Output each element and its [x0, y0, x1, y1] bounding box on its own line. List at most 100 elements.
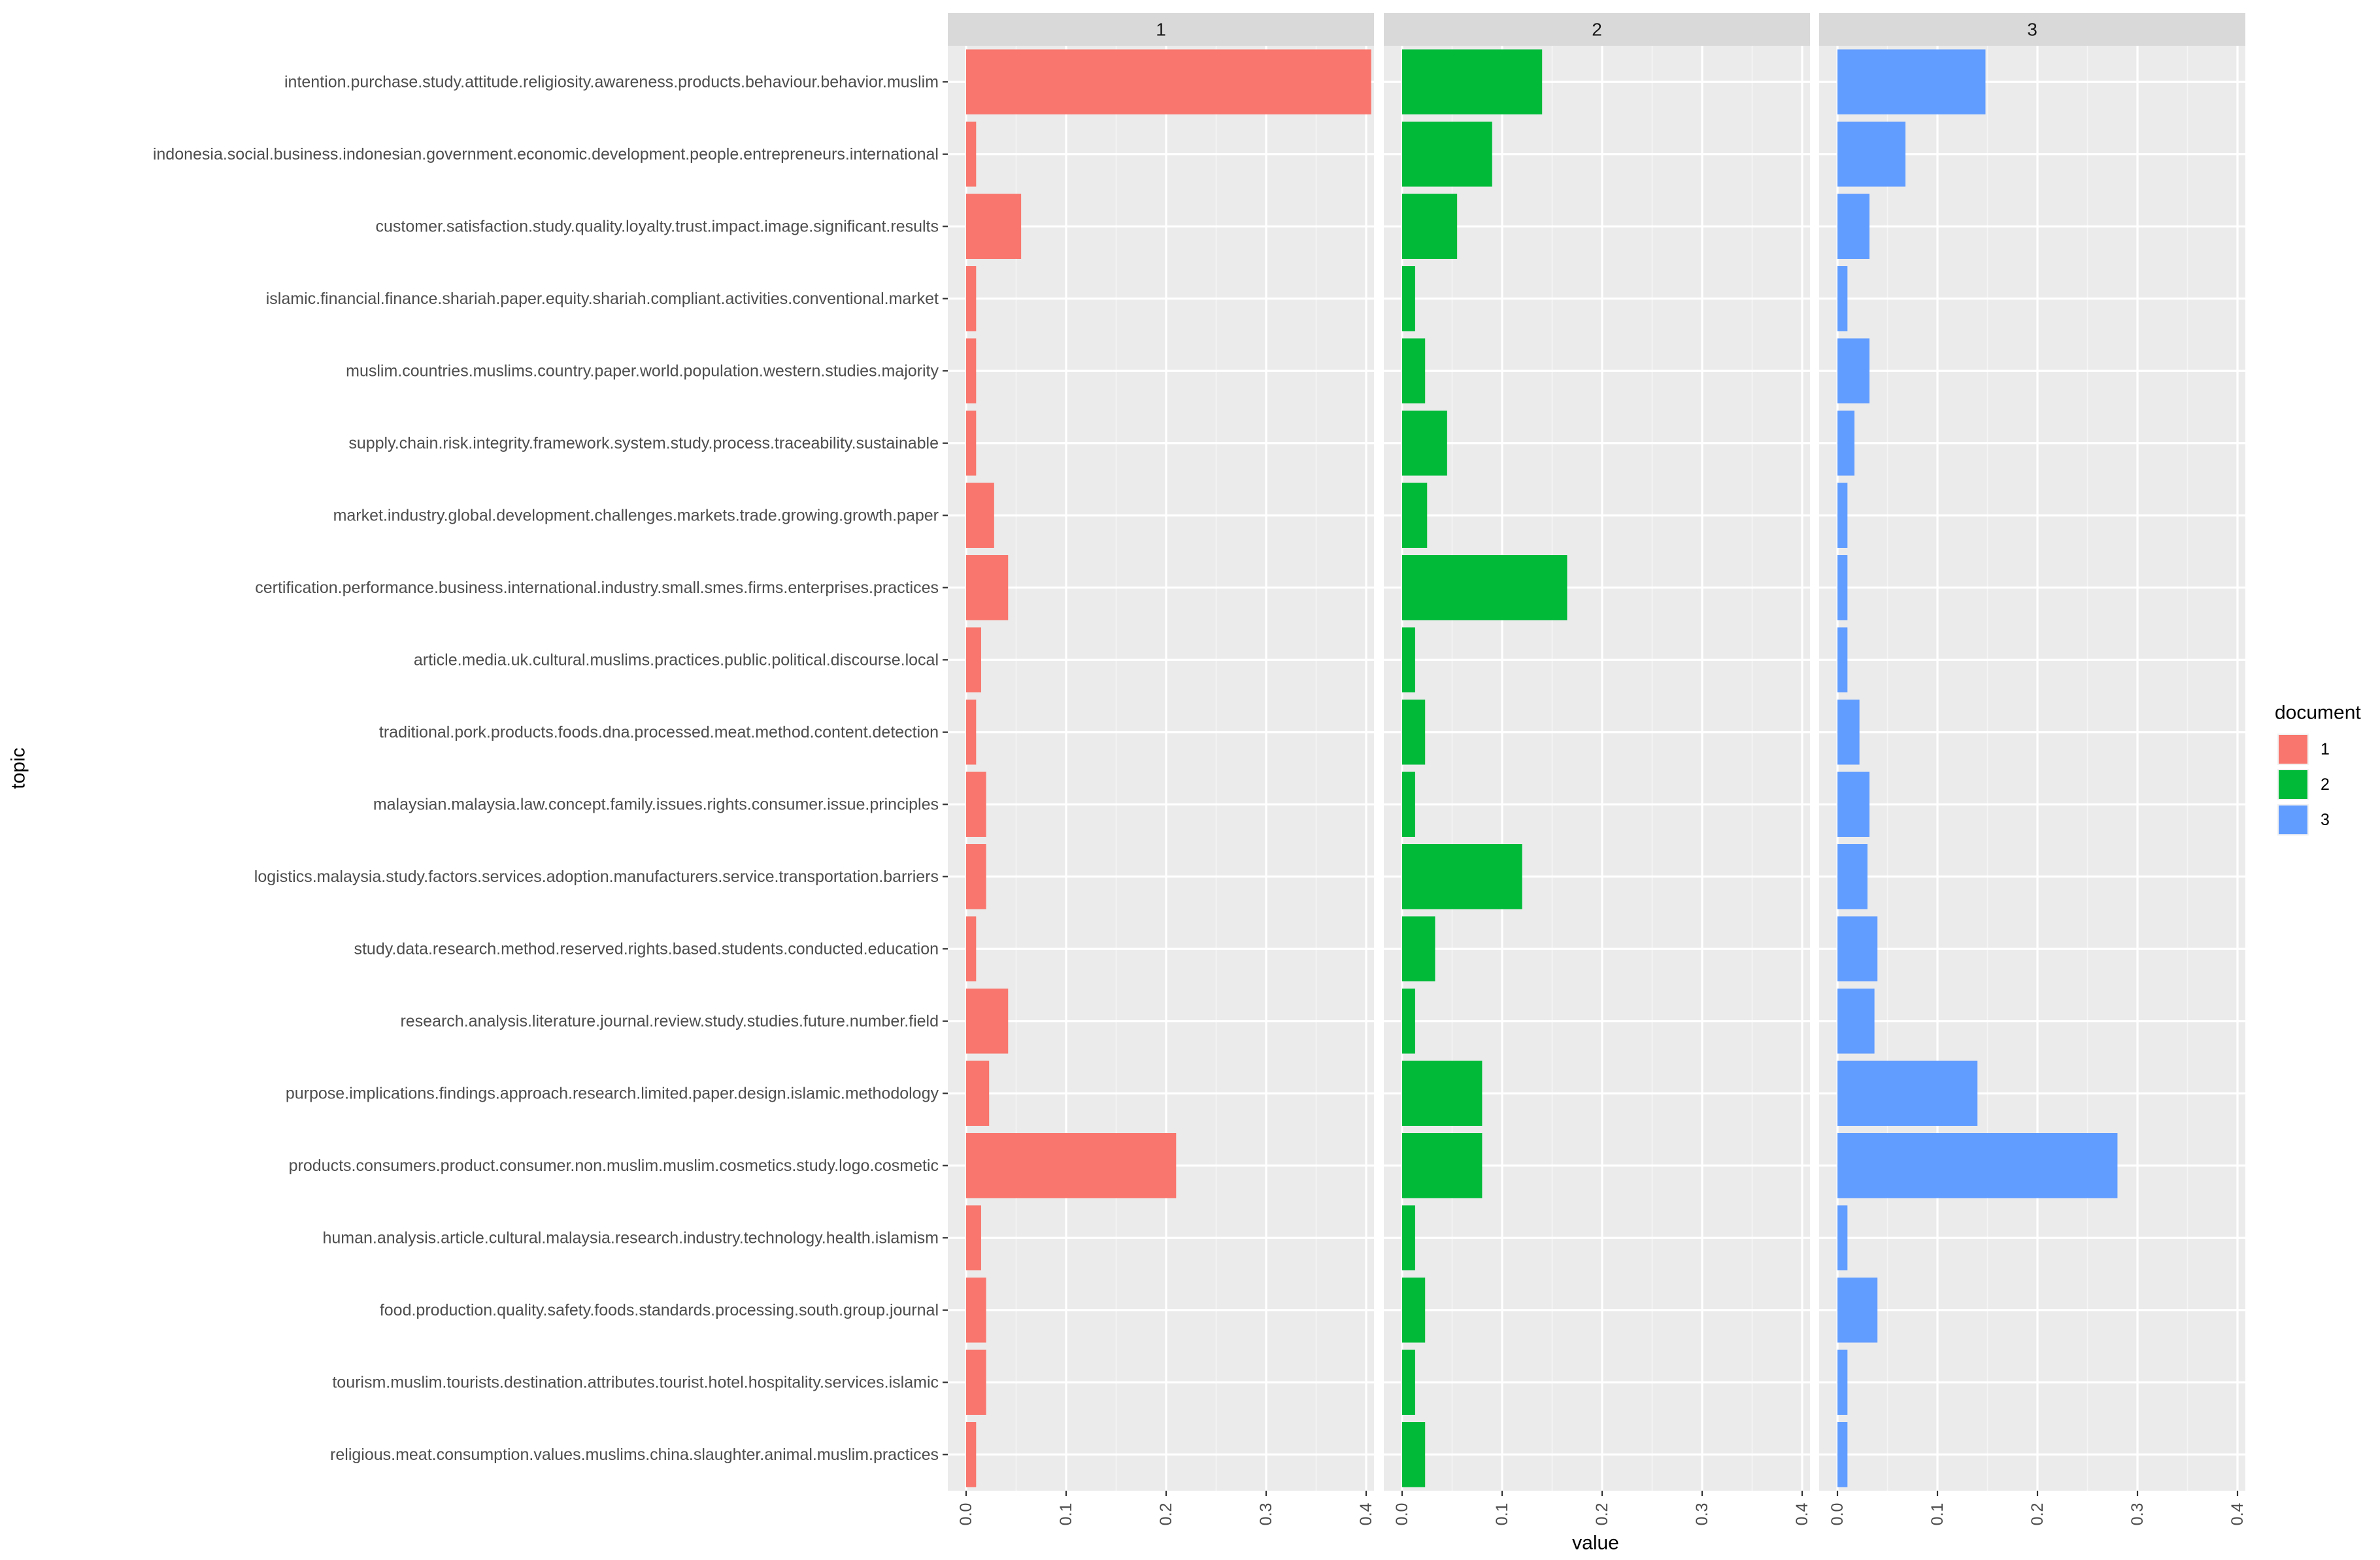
x-tick-label: 0.2	[2028, 1503, 2047, 1526]
y-axis-title: topic	[8, 747, 29, 788]
x-tick-label: 0.4	[1357, 1503, 1375, 1526]
topic-label: human.analysis.article.cultural.malaysia…	[322, 1229, 939, 1247]
bar	[1402, 1060, 1483, 1126]
bar	[966, 338, 977, 403]
legend: document 1 2 3	[2275, 702, 2361, 836]
facet-panel-3: 3 0.0 0.1 0.2 0.3 0.4	[1819, 13, 2247, 1525]
x-axis-title: value	[1572, 1533, 1619, 1554]
bar	[1837, 194, 1869, 259]
facet-strip-3	[1819, 13, 2245, 46]
topic-label: study.data.research.method.reserved.righ…	[354, 940, 939, 958]
panel-background	[948, 46, 1374, 1491]
bar	[1837, 266, 1848, 331]
legend-label: 3	[2321, 811, 2330, 829]
bar	[1837, 49, 1986, 114]
bar	[966, 1349, 986, 1415]
x-tick-label: 0.3	[1257, 1503, 1275, 1526]
bar	[1837, 916, 1878, 981]
topic-label: tourism.muslim.tourists.destination.attr…	[332, 1373, 939, 1391]
bar	[1402, 700, 1426, 765]
bar	[1837, 772, 1869, 837]
legend-label: 1	[2321, 740, 2330, 758]
bar	[1402, 1205, 1415, 1270]
topic-label: products.consumers.product.consumer.non.…	[289, 1157, 939, 1175]
topic-label: market.industry.global.development.chall…	[333, 506, 939, 524]
topic-label: religious.meat.consumption.values.muslim…	[330, 1446, 939, 1464]
topic-label: islamic.financial.finance.shariah.paper.…	[266, 290, 939, 308]
bar	[966, 266, 977, 331]
x-tick-label: 0.2	[1157, 1503, 1175, 1526]
x-tick-label: 0.1	[1057, 1503, 1075, 1526]
topic-label: intention.purchase.study.attitude.religi…	[284, 73, 939, 91]
bar	[1837, 1205, 1848, 1270]
bar	[966, 194, 1022, 259]
bar	[966, 989, 1009, 1054]
topic-label: indonesia.social.business.indonesian.gov…	[153, 145, 939, 163]
bar	[1402, 844, 1522, 909]
topic-label: certification.performance.business.inter…	[255, 579, 939, 597]
bar	[966, 49, 1371, 114]
bar	[1402, 411, 1447, 476]
topic-label: malaysian.malaysia.law.concept.family.is…	[373, 795, 939, 813]
bar	[1402, 916, 1435, 981]
x-tick-label: 0.1	[1493, 1503, 1511, 1526]
bar	[1402, 266, 1415, 331]
bar	[1402, 989, 1415, 1054]
bar	[1402, 627, 1415, 692]
topic-label: food.production.quality.safety.foods.sta…	[380, 1301, 939, 1319]
bar	[966, 555, 1009, 620]
facet-strip-label-3: 3	[2027, 20, 2037, 40]
topic-tick-labels: intention.purchase.study.attitude.religi…	[153, 73, 948, 1464]
bar	[1402, 194, 1458, 259]
bar	[966, 1278, 986, 1343]
facet-strip-label-1: 1	[1156, 20, 1166, 40]
bar	[966, 627, 981, 692]
facet-strip-2	[1384, 13, 1810, 46]
bar	[966, 1422, 977, 1487]
x-tick-label: 0.3	[2128, 1503, 2147, 1526]
bar	[966, 916, 977, 981]
topic-label: customer.satisfaction.study.quality.loya…	[376, 217, 939, 235]
facet-strip-1	[948, 13, 1374, 46]
bar	[1837, 1060, 1978, 1126]
bar	[1402, 483, 1428, 548]
legend-label: 2	[2321, 775, 2330, 794]
x-tick-label: 0.2	[1593, 1503, 1611, 1526]
facet-strip-label-2: 2	[1592, 20, 1602, 40]
topic-label: traditional.pork.products.foods.dna.proc…	[379, 723, 939, 741]
bar	[1402, 1349, 1415, 1415]
topic-label: logistics.malaysia.study.factors.service…	[254, 868, 939, 886]
bar	[966, 844, 986, 909]
legend-swatch	[2279, 735, 2307, 764]
facet-panels: 1 0.0 0.1 0.2 0.3 0.4 2 0.0 0.1 0.2 0.3 0.4 3 0.0 0.1 0…	[948, 13, 2247, 1525]
bar	[1837, 989, 1875, 1054]
facet-panel-1: 1 0.0 0.1 0.2 0.3 0.4	[948, 13, 1375, 1525]
topic-label: research.analysis.literature.journal.rev…	[400, 1012, 939, 1030]
x-tick-label: 0.4	[1793, 1503, 1811, 1526]
x-tick-label: 0.3	[1693, 1503, 1711, 1526]
bar	[1402, 772, 1415, 837]
bar	[1837, 555, 1848, 620]
bar	[1402, 1278, 1426, 1343]
bar	[966, 1133, 1177, 1198]
bar	[1837, 700, 1860, 765]
bar	[966, 1205, 981, 1270]
bar	[966, 122, 977, 187]
panel-background	[1819, 46, 2245, 1491]
topic-label: purpose.implications.findings.approach.r…	[286, 1084, 939, 1102]
bar	[966, 411, 977, 476]
bar	[1402, 122, 1492, 187]
bar	[1402, 1133, 1483, 1198]
legend-swatch	[2279, 770, 2307, 799]
bar	[1402, 338, 1426, 403]
legend-title: document	[2275, 702, 2361, 724]
topic-label: article.media.uk.cultural.muslims.practi…	[414, 651, 939, 669]
bar	[966, 700, 977, 765]
x-tick-label: 0.0	[957, 1503, 975, 1526]
bar	[1837, 1349, 1848, 1415]
x-tick-label: 0.1	[1928, 1503, 1947, 1526]
topic-label: supply.chain.risk.integrity.framework.sy…	[348, 434, 939, 452]
topic-label: muslim.countries.muslims.country.paper.w…	[346, 362, 939, 380]
x-tick-label: 0.0	[1828, 1503, 1847, 1526]
